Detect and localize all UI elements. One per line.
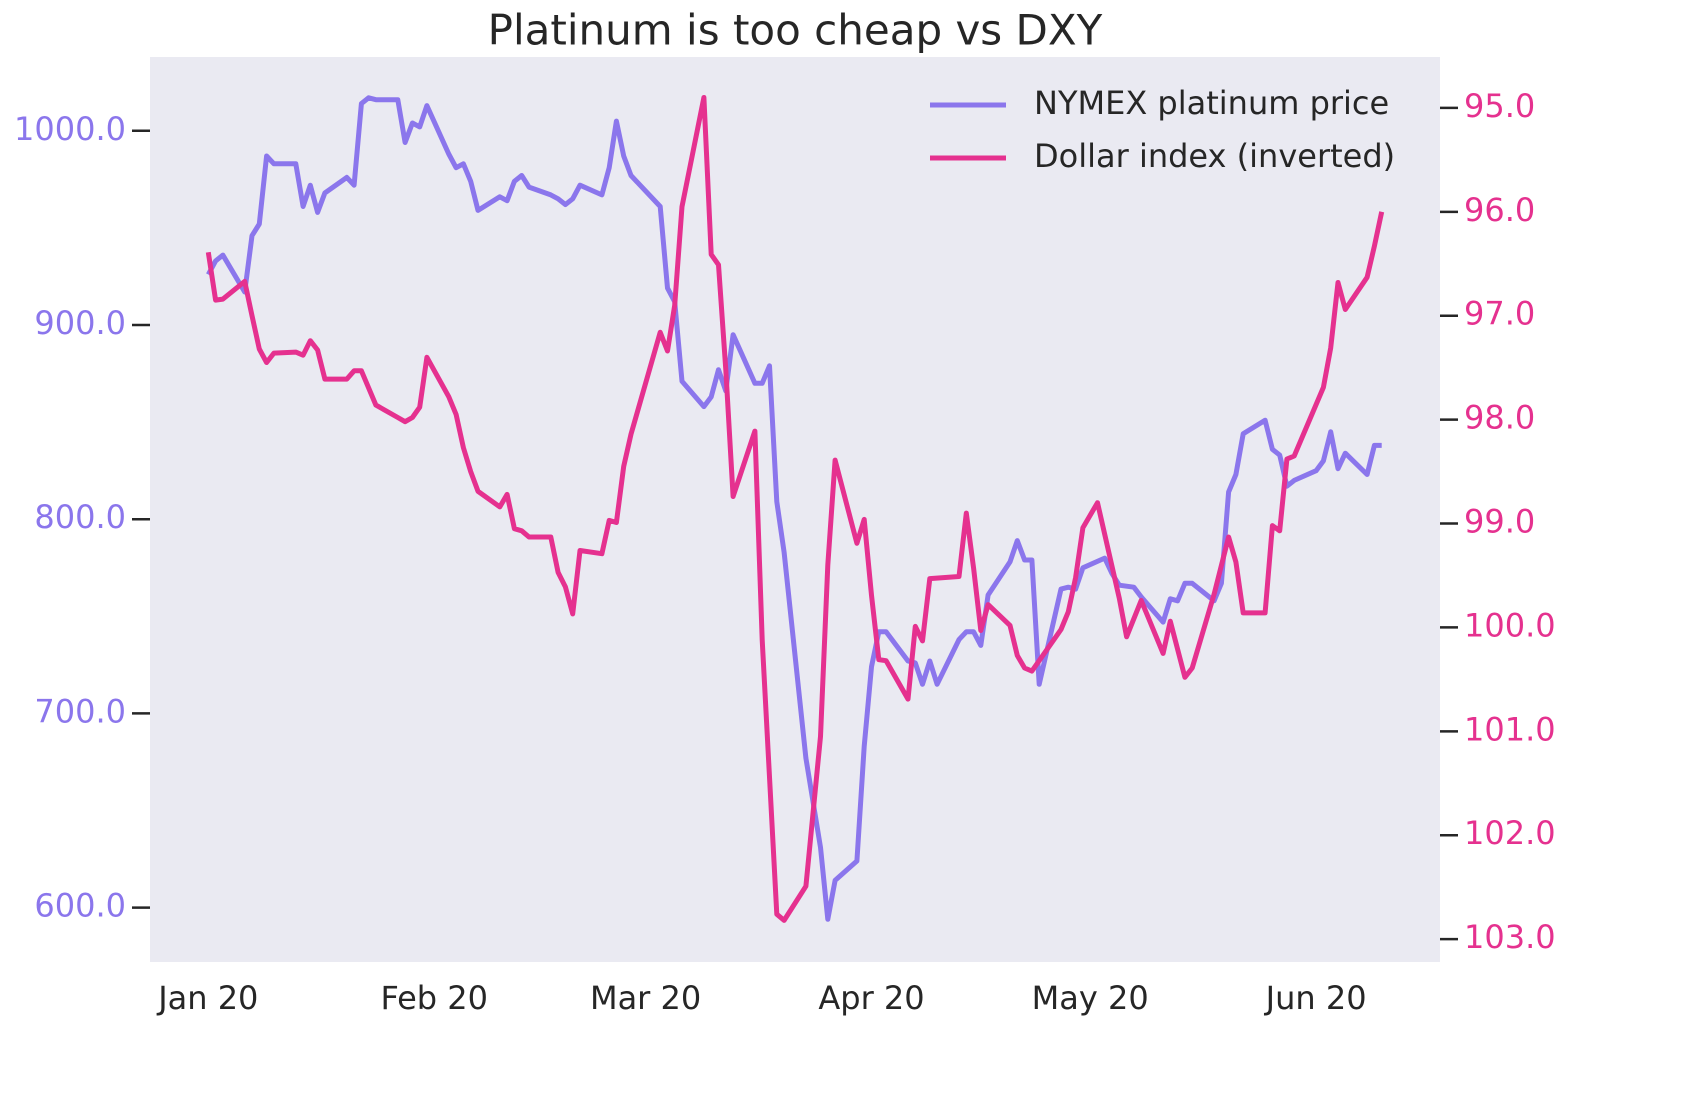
y2-tick-label: 99.0 — [1464, 503, 1535, 541]
x-tick-label: Feb 20 — [380, 979, 488, 1017]
x-tick-label: May 20 — [1032, 979, 1149, 1017]
plot-area — [150, 57, 1440, 962]
x-tick-label: Jan 20 — [156, 979, 258, 1017]
legend-label: Dollar index (inverted) — [1034, 137, 1395, 175]
y2-tick-label: 103.0 — [1464, 918, 1556, 956]
y2-tick-label: 98.0 — [1464, 399, 1535, 437]
y2-tick-label: 97.0 — [1464, 295, 1535, 333]
y-tick-label: 600.0 — [34, 887, 126, 925]
series-line — [206, 95, 1382, 922]
y2-tick-label: 101.0 — [1464, 710, 1556, 748]
y-tick-label: 900.0 — [34, 304, 126, 342]
y2-tick-label: 100.0 — [1464, 606, 1556, 644]
x-tick-label: Jun 20 — [1264, 979, 1367, 1017]
chart-title: Platinum is too cheap vs DXY — [488, 6, 1103, 55]
y2-tick-label: 95.0 — [1464, 87, 1535, 125]
y2-tick-label: 102.0 — [1464, 814, 1556, 852]
x-tick-label: Mar 20 — [590, 979, 701, 1017]
x-tick-label: Apr 20 — [818, 979, 924, 1017]
y2-tick-label: 96.0 — [1464, 191, 1535, 229]
y-tick-label: 800.0 — [34, 498, 126, 536]
y-tick-label: 1000.0 — [14, 110, 126, 148]
series-line — [205, 95, 1385, 923]
y-tick-label: 700.0 — [34, 692, 126, 730]
legend-label: NYMEX platinum price — [1034, 84, 1389, 122]
